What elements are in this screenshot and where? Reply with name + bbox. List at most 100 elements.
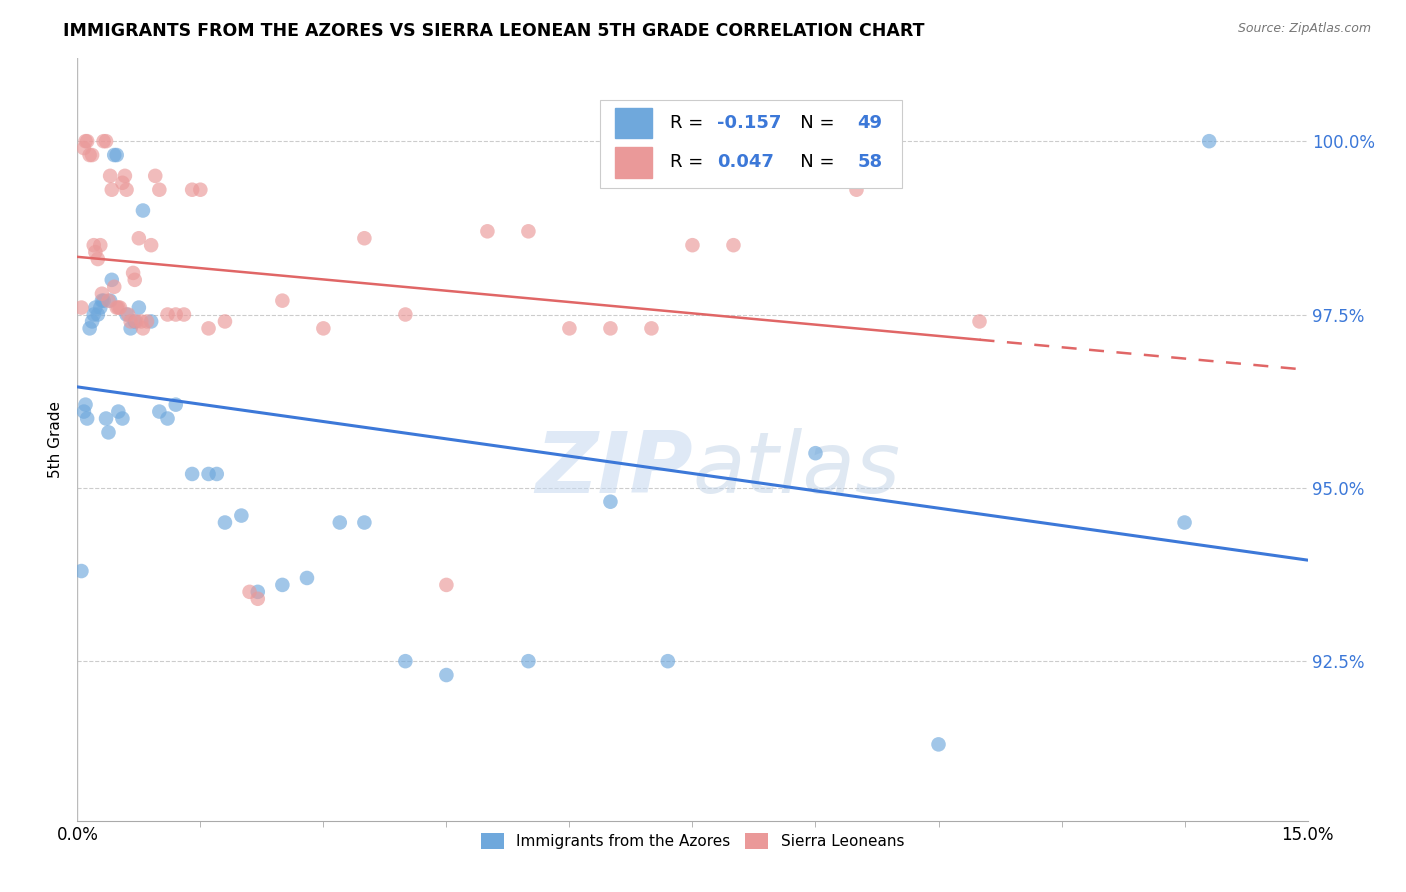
Point xyxy=(271,293,294,308)
Text: R =: R = xyxy=(671,153,709,171)
Point xyxy=(90,293,114,308)
Point xyxy=(84,245,107,260)
Point xyxy=(97,425,120,440)
Point xyxy=(128,231,150,245)
Point xyxy=(128,301,150,315)
Point xyxy=(156,308,179,322)
Text: atlas: atlas xyxy=(693,428,900,511)
Point xyxy=(132,321,155,335)
Point xyxy=(394,654,416,668)
Text: IMMIGRANTS FROM THE AZORES VS SIERRA LEONEAN 5TH GRADE CORRELATION CHART: IMMIGRANTS FROM THE AZORES VS SIERRA LEO… xyxy=(63,22,925,40)
Point xyxy=(148,183,170,197)
Point xyxy=(101,273,124,287)
Point xyxy=(599,321,621,335)
Point xyxy=(197,467,219,481)
Point xyxy=(197,321,219,335)
Point xyxy=(115,183,138,197)
Point xyxy=(111,176,134,190)
Point xyxy=(214,516,236,530)
Point xyxy=(124,314,146,328)
Point xyxy=(312,321,335,335)
Point xyxy=(477,224,499,238)
Point xyxy=(93,293,115,308)
Point xyxy=(89,238,111,252)
Text: 49: 49 xyxy=(858,114,883,132)
Point xyxy=(657,654,679,668)
Point xyxy=(120,321,142,335)
Point xyxy=(75,398,97,412)
Point xyxy=(98,293,121,308)
Point xyxy=(103,148,125,162)
Point xyxy=(90,286,114,301)
Point xyxy=(141,314,163,328)
Point xyxy=(329,516,352,530)
Point xyxy=(181,467,204,481)
Point xyxy=(94,411,117,425)
Point xyxy=(165,398,187,412)
Point xyxy=(1174,516,1197,530)
Point xyxy=(73,141,96,155)
Point xyxy=(83,238,105,252)
Point xyxy=(79,148,101,162)
Point xyxy=(82,148,104,162)
Point xyxy=(108,301,131,315)
Point xyxy=(101,183,124,197)
Text: N =: N = xyxy=(783,153,841,171)
Point xyxy=(156,411,179,425)
Point xyxy=(117,308,139,322)
Text: 58: 58 xyxy=(858,153,883,171)
Point xyxy=(107,404,129,418)
Text: Source: ZipAtlas.com: Source: ZipAtlas.com xyxy=(1237,22,1371,36)
Legend: Immigrants from the Azores, Sierra Leoneans: Immigrants from the Azores, Sierra Leone… xyxy=(475,827,910,855)
Point xyxy=(763,134,786,148)
Point xyxy=(173,308,195,322)
Text: ZIP: ZIP xyxy=(534,428,693,511)
Point xyxy=(89,301,111,315)
Point xyxy=(165,308,187,322)
Point xyxy=(558,321,581,335)
Point xyxy=(148,404,170,418)
FancyBboxPatch shape xyxy=(600,100,901,187)
Point xyxy=(98,169,121,183)
Point xyxy=(640,321,662,335)
Point xyxy=(1198,134,1220,148)
Point xyxy=(111,411,134,425)
Point xyxy=(517,654,540,668)
Point xyxy=(231,508,253,523)
Point xyxy=(105,148,128,162)
Point xyxy=(845,183,868,197)
Point xyxy=(246,591,269,606)
Point xyxy=(517,224,540,238)
Point xyxy=(129,314,153,328)
Text: N =: N = xyxy=(783,114,841,132)
Point xyxy=(70,564,93,578)
Point xyxy=(969,314,991,328)
Point xyxy=(93,134,115,148)
Point xyxy=(105,301,128,315)
Text: 0.047: 0.047 xyxy=(717,153,773,171)
Bar xyxy=(614,147,652,178)
Point xyxy=(246,585,269,599)
Point xyxy=(804,446,827,460)
Point xyxy=(79,321,101,335)
Point xyxy=(87,252,110,266)
Point xyxy=(115,308,138,322)
Point xyxy=(239,585,262,599)
Point xyxy=(124,273,146,287)
Point xyxy=(120,314,142,328)
Point xyxy=(73,404,96,418)
Point xyxy=(84,301,107,315)
Point xyxy=(114,169,136,183)
Text: -0.157: -0.157 xyxy=(717,114,782,132)
Point xyxy=(205,467,228,481)
Point xyxy=(682,238,704,252)
Point xyxy=(181,183,204,197)
Point xyxy=(214,314,236,328)
Point xyxy=(188,183,212,197)
Point xyxy=(353,231,375,245)
Point xyxy=(76,411,98,425)
Point xyxy=(76,134,98,148)
Point xyxy=(122,266,145,280)
Point xyxy=(723,238,745,252)
Point xyxy=(143,169,166,183)
